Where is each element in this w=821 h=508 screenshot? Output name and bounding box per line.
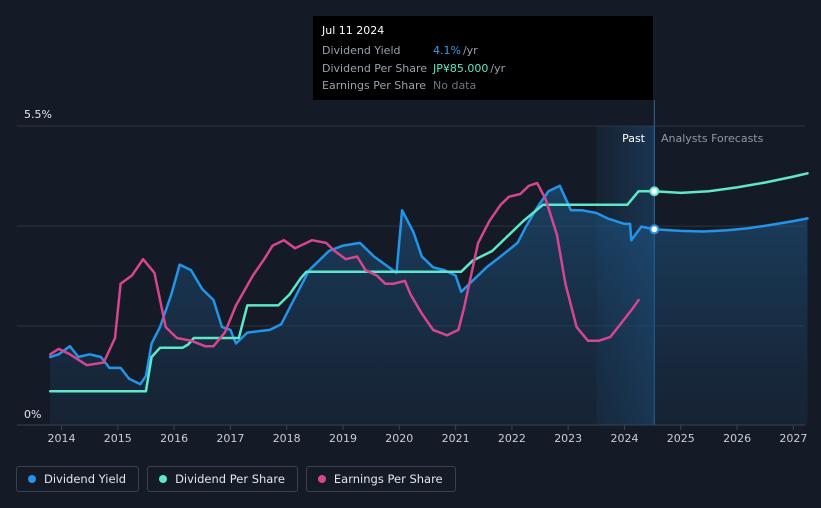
x-tick-label: 2023: [554, 432, 582, 445]
tooltip-row-dividend-yield: Dividend Yield 4.1% /yr: [322, 42, 644, 60]
x-tick-label: 2027: [779, 432, 807, 445]
marker-dividend-per-share: [649, 186, 660, 197]
legend-label: Dividend Per Share: [175, 472, 285, 486]
marker-dividend-yield: [649, 224, 660, 235]
tooltip-unit: /yr: [462, 44, 478, 58]
tooltip-row-dividend-per-share: Dividend Per Share JP¥85.000 /yr: [322, 60, 644, 78]
x-tick-label: 2020: [385, 432, 413, 445]
series-line-dividend-per-share: [48, 172, 809, 393]
legend-label: Dividend Yield: [44, 472, 127, 486]
tooltip-label: Dividend Yield: [322, 44, 401, 58]
legend-item-dividend-per-share[interactable]: Dividend Per Share: [147, 466, 298, 492]
x-tick-label: 2018: [273, 432, 301, 445]
legend-dot-icon: [159, 475, 168, 483]
tooltip-row-earnings-per-share: Earnings Per Share No data: [322, 77, 644, 95]
x-tick-label: 2024: [611, 432, 639, 445]
x-tick-label: 2014: [48, 432, 76, 445]
legend-label: Earnings Per Share: [333, 472, 443, 486]
tooltip-date: Jul 11 2024: [322, 24, 385, 37]
x-tick-label: 2017: [216, 432, 244, 445]
x-tick-label: 2025: [667, 432, 695, 445]
y-tick-bottom-label: 0%: [24, 408, 41, 421]
legend-item-dividend-yield[interactable]: Dividend Yield: [16, 466, 140, 492]
x-tick-label: 2021: [442, 432, 470, 445]
x-tick-label: 2015: [104, 432, 132, 445]
series-line-earnings-per-share: [48, 181, 640, 367]
x-tick-label: 2022: [498, 432, 526, 445]
series-area-dividend-yield: [50, 185, 808, 425]
tooltip-value: JP¥85.000: [433, 61, 489, 75]
series-line-dividend-yield: [48, 184, 809, 386]
tooltip-label: Dividend Per Share: [322, 61, 428, 75]
legend-item-earnings-per-share[interactable]: Earnings Per Share: [305, 466, 456, 492]
y-tick-top-label: 5.5%: [24, 108, 52, 121]
past-label: Past: [622, 132, 646, 145]
tooltip: Jul 11 2024 Dividend Yield 4.1% /yr Divi…: [313, 16, 653, 100]
x-tick-label: 2019: [329, 432, 357, 445]
x-tick-label: 2026: [723, 432, 751, 445]
forecast-label: Analysts Forecasts: [661, 132, 764, 145]
legend-dot-icon: [28, 475, 36, 483]
tooltip-unit: /yr: [490, 61, 506, 75]
legend-dot-icon: [317, 475, 326, 483]
x-tick-label: 2016: [160, 432, 188, 445]
legend: Dividend Yield Dividend Per Share Earnin…: [16, 466, 456, 492]
tooltip-label: Earnings Per Share: [322, 79, 427, 93]
tooltip-value: No data: [433, 79, 477, 93]
tooltip-value: 4.1%: [433, 44, 461, 58]
